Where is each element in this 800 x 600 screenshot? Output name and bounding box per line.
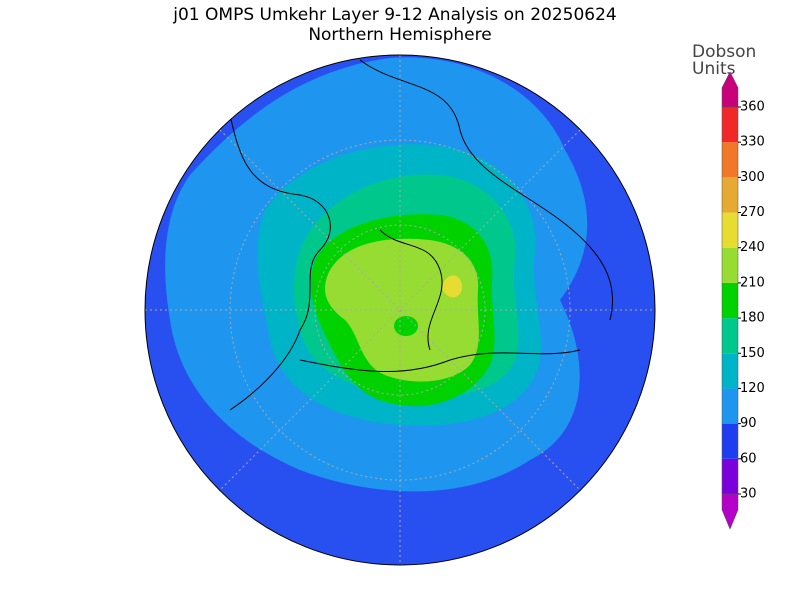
colorbar-segment bbox=[722, 212, 738, 248]
colorbar-tick-label: 360 bbox=[740, 100, 765, 115]
colorbar-segment bbox=[722, 282, 738, 319]
contour-240 bbox=[442, 275, 463, 298]
colorbar-tick-label: 240 bbox=[740, 240, 765, 255]
colorbar-segment bbox=[722, 423, 738, 459]
map bbox=[144, 54, 656, 566]
colorbar-tick-label: 90 bbox=[740, 416, 757, 431]
colorbar-segment bbox=[722, 142, 738, 178]
colorbar-segment bbox=[722, 388, 738, 424]
colorbar-extension bbox=[721, 493, 739, 530]
colorbar-tick-label: 270 bbox=[740, 205, 765, 220]
map-border bbox=[144, 54, 656, 566]
colorbar-tick-label: 210 bbox=[740, 275, 765, 290]
colorbar-tick-label: 300 bbox=[740, 170, 765, 185]
contour-180-island bbox=[394, 316, 418, 336]
colorbar: Dobson Units 30 60 90 120 150 180 210 240 270 300… bbox=[692, 42, 765, 530]
colorbar-label: Dobson bbox=[692, 42, 756, 62]
subtitle: Northern Hemisphere bbox=[308, 25, 491, 45]
colorbar-label: Units bbox=[692, 59, 736, 79]
colorbar-segment bbox=[722, 458, 738, 494]
graticule bbox=[145, 55, 655, 565]
colorbar-segment bbox=[722, 318, 738, 354]
colorbar-tick-label: 30 bbox=[740, 487, 757, 502]
colorbar-tick-label: 180 bbox=[740, 311, 765, 326]
colorbar-tick-label: 60 bbox=[740, 451, 757, 466]
colorbar-tick-label: 150 bbox=[740, 346, 765, 361]
colorbar-segment bbox=[722, 247, 738, 283]
colorbar-segment bbox=[722, 353, 738, 389]
coastlines bbox=[229, 59, 614, 411]
title: j01 OMPS Umkehr Layer 9-12 Analysis on 2… bbox=[172, 5, 616, 25]
colorbar-segment bbox=[722, 177, 738, 213]
colorbar-frame bbox=[721, 106, 739, 495]
colorbar-segment bbox=[722, 107, 738, 143]
colorbar-tick-label: 120 bbox=[740, 381, 765, 396]
colorbar-tick-label: 330 bbox=[740, 135, 765, 150]
